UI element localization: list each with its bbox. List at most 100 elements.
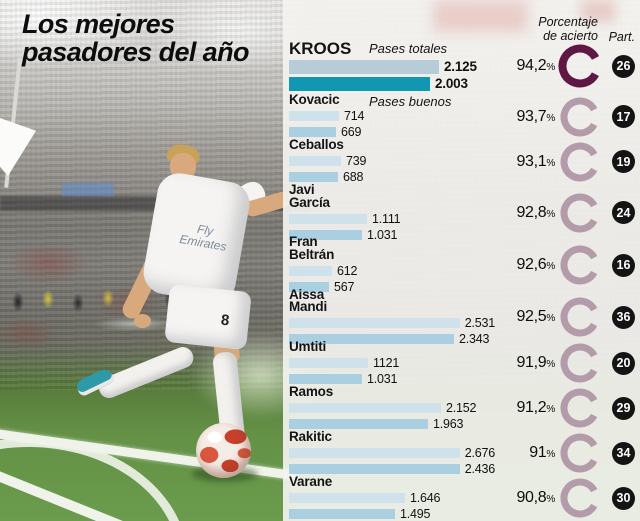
bars-cell: Varane 1.646 1.495 <box>289 475 495 521</box>
badge-cell: 36 <box>605 305 637 329</box>
player-name: Rakitic <box>289 429 332 445</box>
value-pases-totales: 2.125 <box>444 59 477 75</box>
bar-pases-totales <box>289 447 460 458</box>
value-pases-totales: 1121 <box>373 355 400 370</box>
ring-cell <box>557 478 603 518</box>
player-name: Fran Beltrán <box>289 234 335 263</box>
chart-panel: Porcentaje de acierto Part. KROOS Pases … <box>283 0 640 521</box>
bar-line-totales: 1121 <box>289 356 495 370</box>
shorts-number: 8 <box>220 311 231 330</box>
accuracy-ring <box>560 297 600 337</box>
bar-pases-buenos <box>289 463 460 474</box>
value-pases-totales: 2.676 <box>464 445 495 460</box>
percent-symbol: % <box>546 62 555 73</box>
badge-cell: 34 <box>605 441 637 465</box>
accuracy-percent: 91% <box>497 444 555 462</box>
percent-symbol: % <box>546 494 555 506</box>
name-line: Rakitic <box>289 429 495 445</box>
bars-cell: Ceballos 739 688 <box>289 137 495 184</box>
bar-pases-totales <box>289 357 368 368</box>
bar-line-buenos: 1.495 <box>289 507 495 521</box>
bar-line-totales: 2.152 <box>289 401 495 415</box>
accuracy-value: 93,7 <box>516 107 547 125</box>
player-name: Javi García <box>289 182 330 210</box>
bars-cell: KROOS Pases totales 2.125 2.003 <box>289 38 495 91</box>
player-rows: KROOS Pases totales 2.125 2.003 94,2% 26… <box>289 38 637 521</box>
accuracy-ring <box>560 388 600 428</box>
player-name: Ceballos <box>289 137 344 153</box>
bar-line-buenos: 1.963 <box>289 417 495 431</box>
accuracy-value: 91,2 <box>516 399 547 417</box>
bar-line-totales: 739 <box>289 154 495 168</box>
player-name: KROOS <box>289 38 352 58</box>
bar-pases-buenos <box>289 76 430 91</box>
page-title-line2: pasadores del año <box>22 37 249 68</box>
accuracy-percent: 91,9% <box>497 354 555 372</box>
percent-symbol: % <box>546 449 555 461</box>
accuracy-percent: 93,7% <box>497 108 555 126</box>
bar-line-buenos: 2.343 <box>289 332 495 346</box>
player-name: Kovacic <box>289 92 340 108</box>
bar-line-buenos: 688 <box>289 170 495 184</box>
accuracy-value: 91,9 <box>516 354 547 372</box>
ring-cell <box>557 297 603 337</box>
bar-line-totales: 612 <box>289 264 495 278</box>
led-board <box>62 183 114 196</box>
bar-line-buenos: 1.031 <box>289 372 495 386</box>
accuracy-header-line2: de acierto <box>543 28 598 43</box>
bar-line-totales: 2.676 <box>289 446 495 460</box>
ring-cell <box>557 97 603 137</box>
football <box>196 423 251 478</box>
accuracy-percent: 91,2% <box>497 399 555 417</box>
badge-cell: 20 <box>605 351 637 375</box>
ring-cell <box>557 193 603 233</box>
badge-cell: 26 <box>605 54 637 78</box>
name-line: Kovacic Pases buenos <box>289 92 495 109</box>
ring-cell <box>557 433 603 473</box>
name-line: Varane <box>289 475 495 489</box>
accuracy-ring <box>560 97 600 136</box>
accuracy-ring <box>558 44 602 88</box>
accuracy-column-header: Porcentaje de acierto <box>538 15 598 43</box>
bars-cell: Aissa Mandi 2.531 2.343 <box>289 286 495 346</box>
percent-symbol: % <box>546 404 555 416</box>
accuracy-percent: 92,8% <box>497 204 555 222</box>
value-pases-totales: 2.152 <box>446 400 477 415</box>
accuracy-value: 92,5 <box>516 308 547 326</box>
bars-cell: Fran Beltrán 612 567 <box>289 234 495 294</box>
name-line: KROOS Pases totales <box>289 38 495 58</box>
value-pases-buenos: 2.436 <box>464 461 495 476</box>
player-name: Aissa Mandi <box>289 286 327 315</box>
bar-line-totales: 2.531 <box>289 316 495 330</box>
page-title-line1: Los mejores <box>22 9 175 39</box>
value-pases-buenos: 688 <box>343 169 364 184</box>
accuracy-ring <box>560 433 600 473</box>
bars-cell: Umtiti 1121 1.031 <box>289 340 495 386</box>
value-pases-buenos: 1.031 <box>367 371 398 386</box>
player-row: Javi García 1.111 1.031 92,8% 24 <box>289 182 637 242</box>
value-pases-buenos: 1.495 <box>400 506 431 521</box>
matches-badge: 16 <box>612 253 635 277</box>
accuracy-value: 94,2 <box>516 57 547 74</box>
accuracy-percent: 92,5% <box>497 308 555 326</box>
accuracy-percent: 93,1% <box>497 153 555 171</box>
bar-pases-buenos <box>289 229 362 240</box>
accuracy-ring <box>560 193 600 233</box>
accuracy-ring <box>560 478 600 518</box>
player-row: Umtiti 1121 1.031 91,9% 20 <box>289 340 637 386</box>
matches-badge: 30 <box>612 486 635 510</box>
value-pases-buenos: 1.031 <box>367 227 398 242</box>
bar-line-buenos: 2.436 <box>289 462 495 476</box>
matches-badge: 26 <box>612 54 635 78</box>
bar-pases-buenos <box>289 171 338 182</box>
name-line: Umtiti <box>289 340 495 354</box>
player-row: Ramos 2.152 1.963 91,2% 29 <box>289 385 637 431</box>
faded-tv-graphic <box>433 0 528 32</box>
bar-pases-totales <box>289 265 332 276</box>
name-line: Aissa Mandi <box>289 286 495 315</box>
accuracy-ring <box>560 245 600 285</box>
bar-pases-totales <box>289 155 341 166</box>
bar-pases-totales <box>289 402 441 413</box>
name-line: Javi García <box>289 182 495 210</box>
